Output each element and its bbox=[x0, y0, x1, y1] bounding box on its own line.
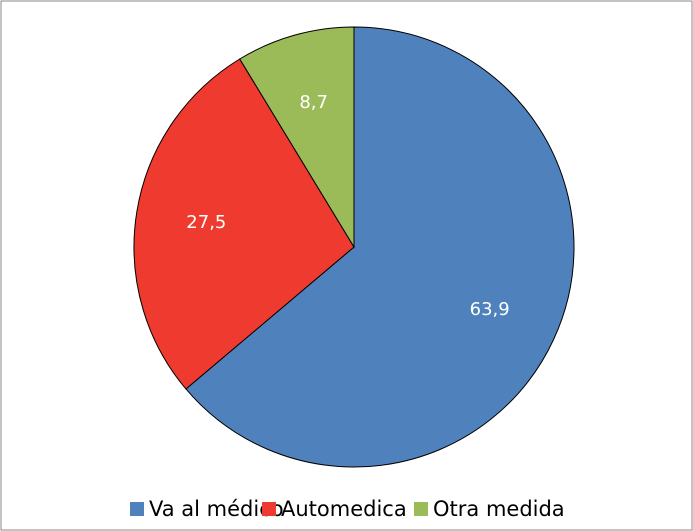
legend-swatch bbox=[262, 502, 276, 516]
legend-swatch bbox=[414, 502, 428, 516]
pie-slice bbox=[133, 58, 355, 390]
legend-label: Otra medida bbox=[433, 497, 565, 521]
data-label: 8,7 bbox=[299, 92, 328, 113]
data-label: 63,9 bbox=[470, 299, 510, 320]
legend-swatch bbox=[130, 502, 144, 516]
pie-slice bbox=[239, 26, 355, 249]
data-label: 27,5 bbox=[186, 212, 226, 233]
legend-label: Automedica bbox=[281, 497, 407, 521]
pie-slice bbox=[185, 26, 575, 468]
legend-label: Va al médico bbox=[149, 497, 284, 521]
